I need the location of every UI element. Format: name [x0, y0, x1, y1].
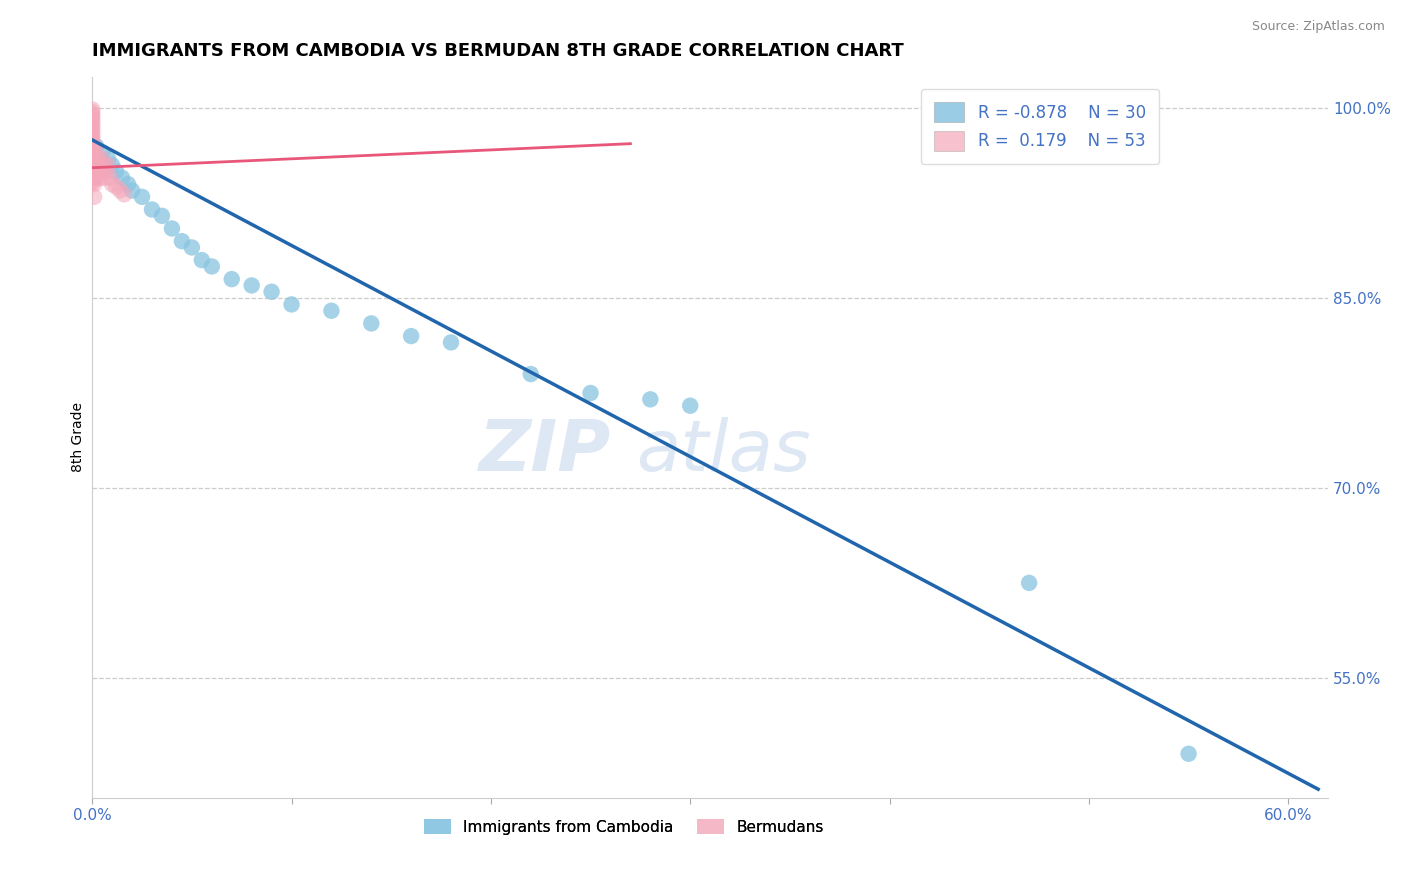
Point	[83, 190, 105, 204]
Point	[321, 303, 343, 318]
Point	[141, 202, 163, 217]
Point	[360, 317, 382, 331]
Point	[94, 164, 117, 178]
Point	[1177, 747, 1199, 761]
Point	[83, 152, 105, 166]
Point	[83, 164, 105, 178]
Point	[91, 145, 114, 160]
Point	[82, 115, 104, 129]
Point	[82, 110, 104, 124]
Point	[97, 158, 120, 172]
Point	[82, 158, 104, 172]
Point	[82, 112, 104, 127]
Point	[240, 278, 263, 293]
Text: Source: ZipAtlas.com: Source: ZipAtlas.com	[1251, 20, 1385, 33]
Point	[131, 190, 153, 204]
Text: atlas: atlas	[636, 417, 811, 486]
Point	[82, 103, 104, 117]
Point	[519, 367, 541, 381]
Point	[93, 158, 115, 172]
Point	[82, 105, 104, 120]
Point	[111, 170, 134, 185]
Point	[82, 148, 104, 162]
Point	[82, 118, 104, 132]
Point	[84, 170, 107, 185]
Point	[101, 158, 124, 172]
Point	[82, 145, 104, 160]
Legend: Immigrants from Cambodia, Bermudans: Immigrants from Cambodia, Bermudans	[418, 813, 830, 841]
Point	[97, 152, 120, 166]
Point	[84, 158, 107, 172]
Point	[98, 170, 121, 185]
Point	[280, 297, 302, 311]
Point	[82, 153, 104, 168]
Point	[108, 184, 131, 198]
Point	[121, 184, 143, 198]
Point	[160, 221, 183, 235]
Point	[82, 161, 104, 175]
Point	[91, 164, 114, 178]
Point	[82, 130, 104, 145]
Point	[82, 122, 104, 136]
Point	[82, 176, 104, 190]
Point	[105, 164, 128, 178]
Point	[640, 392, 662, 407]
Point	[82, 155, 104, 169]
Point	[87, 152, 110, 166]
Point	[82, 143, 104, 157]
Point	[82, 136, 104, 150]
Point	[87, 164, 110, 178]
Point	[89, 170, 111, 185]
Point	[82, 120, 104, 135]
Point	[105, 179, 128, 194]
Point	[82, 166, 104, 180]
Point	[399, 329, 422, 343]
Y-axis label: 8th Grade: 8th Grade	[72, 402, 86, 473]
Point	[150, 209, 173, 223]
Point	[579, 386, 602, 401]
Point	[201, 260, 224, 274]
Point	[101, 177, 124, 191]
Point	[440, 335, 463, 350]
Point	[82, 137, 104, 152]
Point	[170, 234, 193, 248]
Text: ZIP: ZIP	[479, 417, 612, 486]
Point	[82, 133, 104, 147]
Point	[679, 399, 702, 413]
Point	[82, 169, 104, 183]
Point	[82, 107, 104, 121]
Text: IMMIGRANTS FROM CAMBODIA VS BERMUDAN 8TH GRADE CORRELATION CHART: IMMIGRANTS FROM CAMBODIA VS BERMUDAN 8TH…	[93, 42, 904, 60]
Point	[83, 139, 105, 153]
Point	[91, 152, 114, 166]
Point	[83, 177, 105, 191]
Point	[82, 140, 104, 154]
Point	[82, 163, 104, 178]
Point	[1018, 575, 1040, 590]
Point	[82, 151, 104, 165]
Point	[82, 125, 104, 139]
Point	[84, 139, 107, 153]
Point	[112, 187, 135, 202]
Point	[89, 158, 111, 172]
Point	[84, 145, 107, 160]
Point	[93, 170, 115, 185]
Point	[82, 170, 104, 185]
Point	[260, 285, 283, 299]
Point	[82, 128, 104, 142]
Point	[191, 253, 214, 268]
Point	[82, 173, 104, 187]
Point	[221, 272, 243, 286]
Point	[180, 240, 202, 254]
Point	[117, 177, 139, 191]
